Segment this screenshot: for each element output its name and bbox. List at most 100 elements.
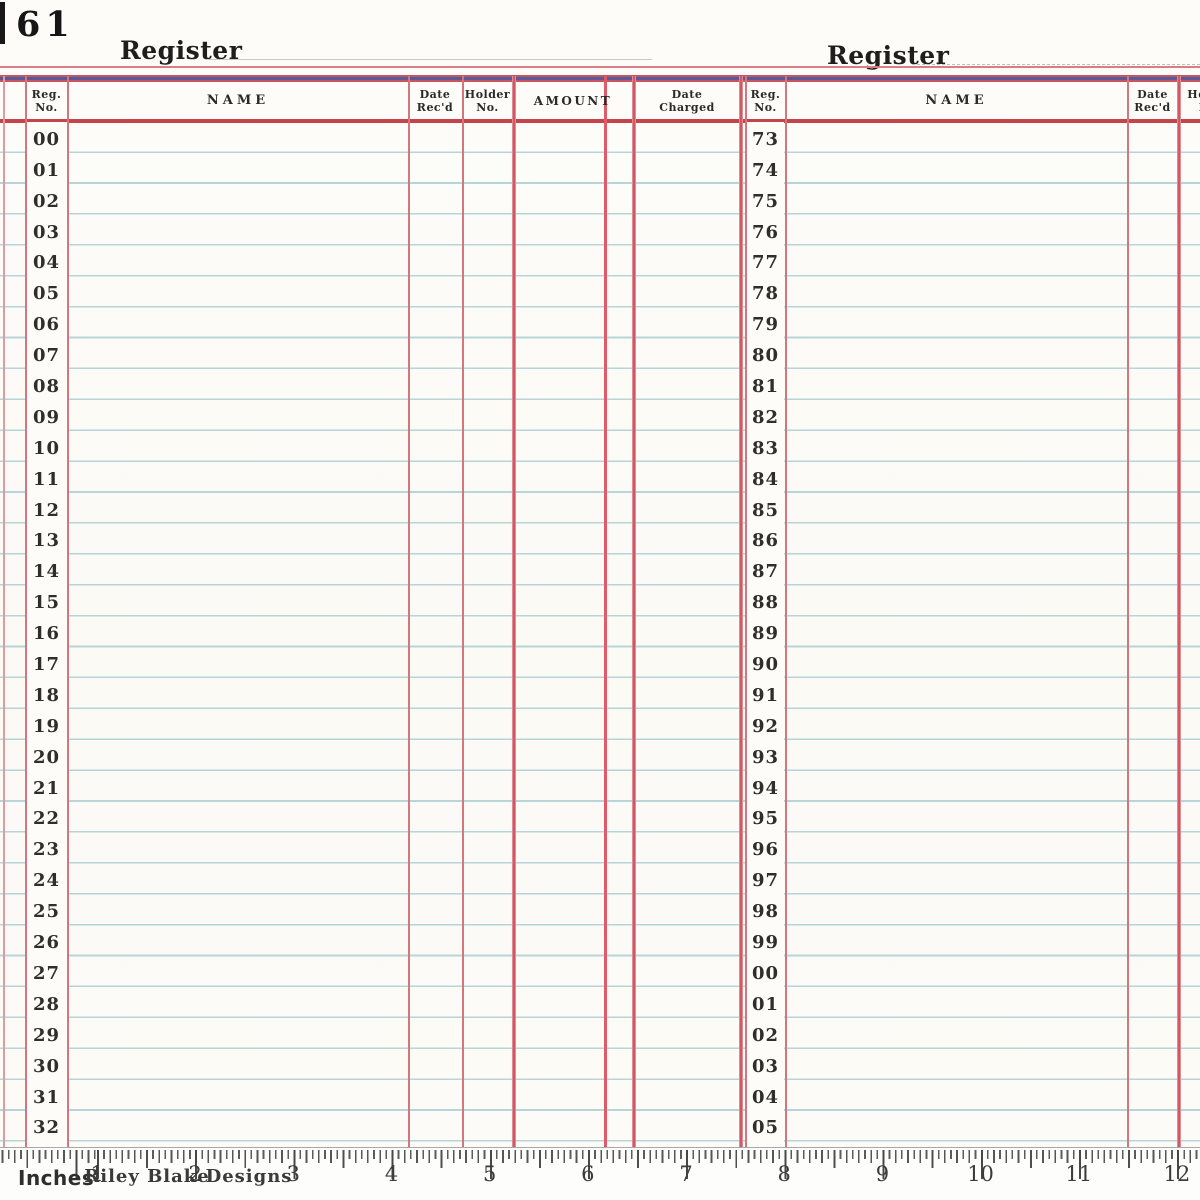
column-divider — [462, 76, 464, 1150]
row-number: 76 — [751, 221, 780, 243]
row-number: 32 — [32, 1117, 61, 1139]
row-number: 80 — [751, 345, 780, 367]
regno-column-mask-left — [27, 122, 67, 1147]
brand-name-2: Designs — [205, 1166, 293, 1187]
header-reg-no-left: Reg. No. — [31, 87, 62, 114]
row-number: 74 — [751, 159, 780, 181]
row-number: 02 — [751, 1024, 780, 1046]
row-number: 84 — [751, 468, 780, 490]
row-number: 04 — [32, 252, 61, 274]
ruler-ticks-inches — [0, 1149, 1200, 1179]
cents-divider — [604, 76, 607, 1150]
header-name-right: NAME — [925, 93, 988, 109]
row-number: 31 — [32, 1086, 61, 1108]
row-number: 96 — [751, 839, 780, 861]
row-number: 00 — [32, 128, 61, 150]
reg-no-list-right: 73 74 75 76 77 78 79 80 81 82 83 84 85 86 87 88 89 90 91 92… — [745, 122, 786, 1142]
row-number: 90 — [751, 654, 780, 676]
row-number: 28 — [32, 993, 61, 1015]
page-number: 61 — [16, 4, 75, 45]
row-number: 10 — [32, 437, 61, 459]
reg-no-list-left: 00 01 02 03 04 05 06 07 08 09 10 11 12 13 14 15 16 17 18 19… — [25, 122, 68, 1142]
row-number: 82 — [751, 406, 780, 428]
register-title-right: Register — [827, 41, 950, 70]
row-number: 12 — [32, 499, 61, 521]
register-underline-right — [912, 64, 1200, 65]
column-divider — [1127, 76, 1129, 1150]
row-number: 22 — [32, 808, 61, 830]
row-number: 08 — [32, 376, 61, 398]
header-date-charged-left: Date Charged — [659, 87, 715, 114]
header-bottom-rule — [0, 119, 1200, 123]
row-number: 94 — [751, 777, 780, 799]
row-number: 00 — [751, 962, 780, 984]
row-number: 89 — [751, 623, 780, 645]
row-number: 99 — [751, 932, 780, 954]
row-number: 86 — [751, 530, 780, 552]
row-number: 06 — [32, 314, 61, 336]
header-holder-no-left: Holder No. — [464, 87, 511, 114]
row-number: 14 — [32, 561, 61, 583]
row-number: 85 — [751, 499, 780, 521]
column-divider — [408, 76, 410, 1150]
row-number: 05 — [751, 1117, 780, 1139]
row-number: 25 — [32, 901, 61, 923]
feint-gridlines — [0, 122, 1200, 1142]
row-number: 04 — [751, 1086, 780, 1108]
row-number: 92 — [751, 715, 780, 737]
row-number: 27 — [32, 962, 61, 984]
register-title-left: Register — [120, 36, 243, 65]
column-divider — [67, 76, 69, 1150]
row-number: 09 — [32, 406, 61, 428]
row-number: 88 — [751, 592, 780, 614]
row-number: 98 — [751, 901, 780, 923]
row-number: 79 — [751, 314, 780, 336]
row-number: 78 — [751, 283, 780, 305]
row-number: 73 — [751, 128, 780, 150]
row-number: 24 — [32, 870, 61, 892]
row-number: 02 — [32, 190, 61, 212]
top-rule — [0, 66, 1200, 68]
row-number: 15 — [32, 592, 61, 614]
row-number: 03 — [32, 221, 61, 243]
row-number: 95 — [751, 808, 780, 830]
row-number: 13 — [32, 530, 61, 552]
header-date-recd-left: Date Rec'd — [416, 87, 454, 114]
row-number: 05 — [32, 283, 61, 305]
header-amount-left: AMOUNT — [533, 93, 613, 108]
top-band-rule — [0, 75, 1200, 82]
header-date-recd-right: Date Rec'd — [1134, 87, 1171, 114]
row-number: 20 — [32, 746, 61, 768]
row-number: 21 — [32, 777, 61, 799]
row-number: 77 — [751, 252, 780, 274]
row-number: 87 — [751, 561, 780, 583]
register-underline-left — [205, 59, 652, 60]
column-divider — [512, 76, 516, 1150]
row-number: 93 — [751, 746, 780, 768]
row-number: 19 — [32, 715, 61, 737]
row-number: 17 — [32, 654, 61, 676]
row-number: 81 — [751, 376, 780, 398]
brand-name: Riley Blake — [84, 1166, 210, 1187]
row-number: 97 — [751, 870, 780, 892]
column-divider — [745, 76, 747, 1150]
row-number: 30 — [32, 1055, 61, 1077]
header-reg-no-right: Reg. No. — [750, 87, 781, 114]
row-number: 18 — [32, 684, 61, 706]
row-number: 26 — [32, 932, 61, 954]
row-number: 01 — [751, 993, 780, 1015]
row-number: 23 — [32, 839, 61, 861]
row-number: 16 — [32, 623, 61, 645]
row-number: 75 — [751, 190, 780, 212]
row-number: 03 — [751, 1055, 780, 1077]
column-divider — [785, 76, 787, 1150]
column-divider — [632, 76, 636, 1150]
column-divider — [1177, 76, 1181, 1150]
row-number: 01 — [32, 159, 61, 181]
row-number: 07 — [32, 345, 61, 367]
row-number: 83 — [751, 437, 780, 459]
selvage-ruler: 1 2 3 4 5 6 7 8 9 10 11 12 — [0, 1147, 1200, 1200]
row-number: 29 — [32, 1024, 61, 1046]
